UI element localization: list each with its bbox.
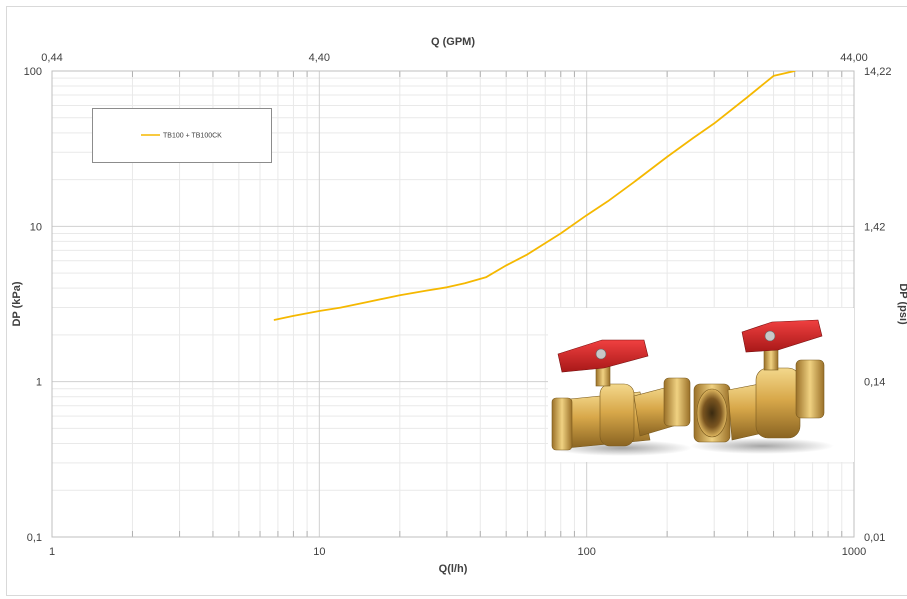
x2-tick-label: 4,40 bbox=[309, 52, 330, 64]
series-line-0 bbox=[273, 71, 796, 321]
y-tick-label: 0,1 bbox=[27, 532, 42, 544]
x-tick-label: 100 bbox=[577, 546, 595, 558]
x2-axis-title: Q (GPM) bbox=[431, 36, 475, 48]
y2-axis-title: DP (psi) bbox=[897, 283, 907, 325]
x-tick-label: 10 bbox=[313, 546, 325, 558]
x-tick-label: 1000 bbox=[842, 546, 866, 558]
plot-area bbox=[51, 70, 855, 538]
x-axis-title: Q(l/h) bbox=[439, 563, 468, 575]
legend: TB100 + TB100CK bbox=[92, 108, 272, 163]
x-tick-label: 1 bbox=[49, 546, 55, 558]
valve-photo bbox=[548, 308, 854, 462]
series-layer bbox=[273, 71, 796, 321]
x2-tick-label: 44,00 bbox=[840, 52, 868, 64]
legend-box bbox=[92, 108, 272, 163]
x2-tick-label: 0,44 bbox=[41, 52, 62, 64]
y-tick-label: 1 bbox=[36, 377, 42, 389]
y-tick-label: 100 bbox=[24, 66, 42, 78]
chart-frame bbox=[6, 6, 907, 596]
y-tick-label: 10 bbox=[30, 221, 42, 233]
legend-label: TB100 + TB100CK bbox=[163, 133, 222, 140]
ball-valve-right bbox=[690, 319, 834, 454]
y2-tick-label: 1,42 bbox=[864, 221, 885, 233]
y2-tick-label: 14,22 bbox=[864, 66, 892, 78]
x2-tick-labels: 0,44 4,40 44,00 bbox=[41, 52, 867, 64]
x-tick-labels: 1 10 100 1000 bbox=[49, 546, 866, 558]
y-axis-title: DP (kPa) bbox=[11, 281, 23, 326]
y-tick-labels: 0,1 1 10 100 bbox=[24, 66, 42, 544]
y2-tick-labels: 0,01 0,14 1,42 14,22 bbox=[864, 66, 892, 544]
y2-tick-label: 0,01 bbox=[864, 532, 885, 544]
y2-tick-label: 0,14 bbox=[864, 377, 885, 389]
ball-valve-left bbox=[551, 339, 692, 456]
